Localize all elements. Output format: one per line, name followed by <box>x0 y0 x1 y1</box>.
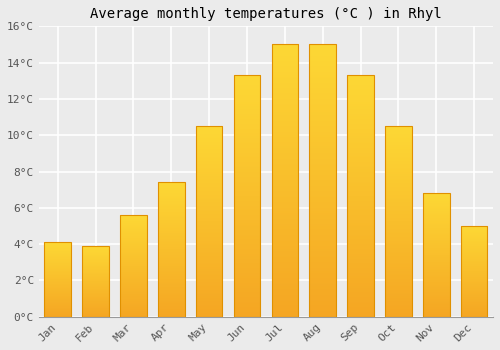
Bar <box>272 44 298 317</box>
Bar <box>348 75 374 317</box>
Bar <box>310 44 336 317</box>
Bar <box>82 246 109 317</box>
Bar <box>423 193 450 317</box>
Bar <box>158 182 184 317</box>
Bar <box>234 75 260 317</box>
Bar <box>461 226 487 317</box>
Title: Average monthly temperatures (°C ) in Rhyl: Average monthly temperatures (°C ) in Rh… <box>90 7 442 21</box>
Bar <box>385 126 411 317</box>
Bar <box>120 215 146 317</box>
Bar <box>44 242 71 317</box>
Bar <box>196 126 222 317</box>
